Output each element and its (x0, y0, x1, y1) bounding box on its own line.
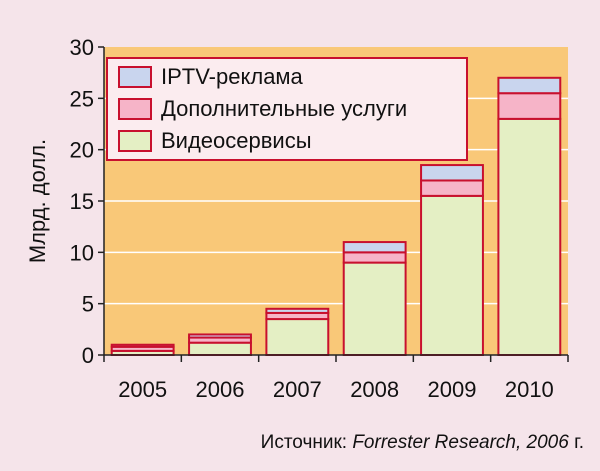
legend-swatch (118, 98, 152, 120)
x-tick-label: 2010 (505, 377, 554, 402)
bar-segment (497, 117, 562, 356)
y-tick-label: 10 (70, 240, 94, 265)
legend-swatch (118, 130, 152, 152)
x-tick-label: 2008 (350, 377, 399, 402)
bar-segment (110, 343, 175, 348)
bar-segment (420, 194, 484, 356)
bar-segment (265, 318, 330, 357)
source-note: Источник: Forrester Research, 2006 г. (261, 432, 584, 454)
source-suffix: г. (568, 432, 584, 453)
y-tick-label: 20 (70, 138, 94, 163)
y-axis-label: Млрд. долл. (25, 139, 50, 263)
bar-segment (497, 92, 562, 120)
bar-segment (188, 333, 252, 339)
bar-segment (497, 76, 562, 95)
legend-label: Видеосервисы (161, 128, 312, 153)
legend-swatch (118, 66, 152, 88)
legend: IPTV-реклама Дополнительные услуги Видеосе… (106, 57, 468, 161)
x-tick-label: 2005 (118, 377, 167, 402)
bar-segment (420, 164, 484, 182)
y-axis: 0 5 10 15 20 25 30 (70, 35, 105, 368)
source-name: Forrester Research, 2006 (352, 432, 569, 453)
bar-segment (420, 179, 484, 197)
bar-segment (188, 341, 252, 356)
y-tick-label: 30 (70, 35, 94, 60)
x-tick-label: 2009 (428, 377, 477, 402)
y-tick-label: 25 (70, 86, 94, 111)
y-tick-label: 15 (70, 189, 94, 214)
bar-segment (342, 251, 407, 264)
y-tick-label: 5 (82, 292, 94, 317)
bar-segment (342, 241, 407, 254)
x-tick-label: 2007 (273, 377, 322, 402)
y-tick-label: 0 (82, 343, 94, 368)
x-tick-label: 2006 (196, 377, 245, 402)
legend-box (106, 57, 468, 161)
legend-label: Дополнительные услуги (161, 96, 407, 121)
x-axis: 2005 2006 2007 2008 2009 2010 (104, 354, 569, 402)
bar-segment (265, 307, 330, 314)
source-prefix: Источник: (260, 432, 353, 453)
bar-segment (342, 261, 407, 357)
legend-label: IPTV-реклама (161, 64, 304, 89)
